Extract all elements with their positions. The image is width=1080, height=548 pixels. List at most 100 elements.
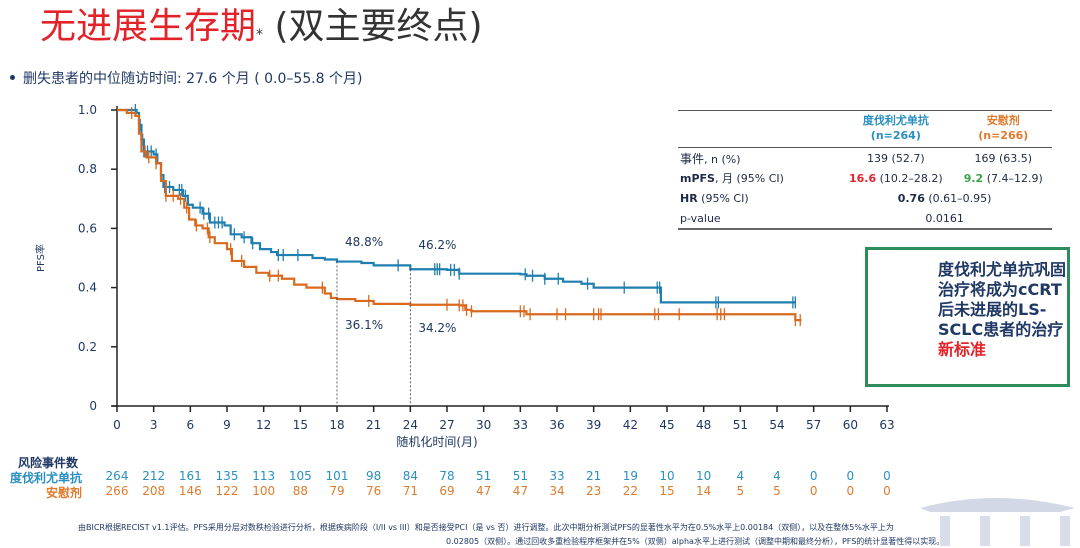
risk-table-header: 风险事件数 [18, 456, 79, 470]
events-arm2: 169 (63.5) [974, 151, 1033, 165]
x-tick-label: 12 [256, 418, 271, 432]
table-row-pvalue: p-value 0.0161 [678, 208, 1052, 228]
x-tick-label: 42 [623, 418, 638, 432]
arm2-header: 安慰剂 (n=266) [955, 113, 1052, 143]
x-tick-label: 18 [329, 418, 344, 432]
x-tick-label: 0 [113, 418, 121, 432]
risk-count-arm1: 51 [512, 469, 528, 483]
y-tick-label: 0.4 [78, 281, 97, 295]
title-subtitle: (双主要终点) [274, 6, 483, 47]
risk-count-arm2: 88 [292, 484, 308, 498]
km-chart: 00.20.40.60.81.00 3 6 9 12 15 18 21 24 27 30 33 36 39… [34, 103, 895, 449]
risk-count-arm2: 76 [366, 484, 382, 498]
y-axis-title: PFS率 [34, 244, 47, 272]
risk-count-arm2: 23 [586, 484, 602, 498]
mpfs-arm1-value: 16.6 [848, 171, 877, 185]
mpfs-label: mPFS [680, 172, 715, 185]
risk-count-arm2: 266 [105, 484, 129, 498]
events-arm1: 139 (52.7) [867, 151, 925, 165]
risk-count-arm1: 10 [659, 469, 675, 483]
risk-count-arm1: 51 [476, 469, 492, 483]
bullet-dot-icon [10, 75, 15, 80]
footnote-line-1: 由BICR根据RECIST v1.1评估。PFS采用分层对数秩检验进行分析，根据… [78, 523, 894, 532]
table-top-rule [678, 110, 1052, 111]
risk-count-arm1: 10 [696, 469, 712, 483]
mpfs-label-unit: , 月 (95% CI) [714, 172, 784, 185]
x-tick-label: 60 [843, 418, 858, 432]
summary-table: 度伐利尤单抗 (n=264) 安慰剂 (n=266) 事件, n (%) 139 (… [678, 110, 1052, 230]
risk-count-arm1: 84 [402, 469, 418, 483]
y-tick-label: 0.8 [78, 162, 97, 176]
mpfs-arm2-ci: (7.4–12.9) [983, 171, 1043, 185]
table-header-row: 度伐利尤单抗 (n=264) 安慰剂 (n=266) [678, 111, 1052, 147]
hr-label: HR [680, 191, 698, 205]
risk-count-arm1: 33 [549, 469, 565, 483]
p-value: 0.0161 [925, 211, 964, 225]
x-tick-label: 15 [293, 418, 308, 432]
risk-count-arm2: 15 [659, 484, 675, 498]
risk-count-arm2: 69 [439, 484, 455, 498]
arm1-n: (n=264) [870, 129, 921, 142]
watermark-building-icon [920, 498, 1075, 546]
landmark-label-arm2: 34.2% [418, 321, 456, 335]
y-tick-label: 0.2 [78, 340, 97, 354]
risk-count-arm1: 98 [366, 469, 382, 483]
risk-arm2-label: 安慰剂 [45, 486, 82, 500]
footnote-line-2: 0.02805（双侧）。通过回收多重检验程序框架并在5%（双侧）alpha水平上… [446, 537, 945, 546]
risk-count-arm2: 79 [329, 484, 345, 498]
risk-count-arm2: 208 [142, 484, 166, 498]
hr-ci: (0.61–0.95) [924, 191, 992, 205]
arm1-name: 度伐利尤单抗 [862, 114, 929, 127]
risk-count-arm1: 0 [809, 469, 818, 483]
table-bottom-rule [678, 228, 1052, 230]
landmark-label-arm2: 36.1% [345, 318, 383, 332]
p-value-label: p-value [680, 211, 721, 225]
risk-count-arm1: 212 [142, 469, 166, 483]
title-main: 无进展生存期 [40, 6, 257, 47]
follow-up-text: 删失患者的中位随访时间: 27.6 个月 ( 0.0–55.8 个月) [23, 71, 363, 87]
risk-count-arm2: 122 [215, 484, 239, 498]
follow-up-bullet: 删失患者的中位随访时间: 27.6 个月 ( 0.0–55.8 个月) [10, 68, 363, 88]
arm2-name: 安慰剂 [986, 114, 1020, 127]
risk-count-arm1: 113 [252, 469, 276, 483]
x-tick-label: 9 [223, 418, 231, 432]
x-tick-label: 36 [549, 418, 564, 432]
x-tick-label: 6 [187, 418, 195, 432]
landmark-label-arm1: 46.2% [418, 238, 456, 252]
table-row-events: 事件, n (%) 139 (52.7) 169 (63.5) [678, 148, 1052, 168]
risk-count-arm1: 135 [215, 469, 239, 483]
risk-count-arm2: 5 [736, 484, 745, 498]
risk-count-arm2: 14 [696, 484, 712, 498]
risk-count-arm2: 100 [252, 484, 276, 498]
risk-count-arm2: 0 [883, 484, 891, 498]
risk-count-arm2: 47 [476, 484, 492, 498]
table-row-mpfs: mPFS, 月 (95% CI) 16.6 (10.2–28.2) 9.2 (7… [678, 168, 1052, 188]
events-label: 事件 [680, 151, 705, 166]
table-row-hr: HR (95% CI) 0.76 (0.61–0.95) [678, 188, 1052, 208]
arm1-header: 度伐利尤单抗 (n=264) [837, 113, 954, 143]
risk-count-arm1: 105 [288, 469, 312, 483]
title-asterisk: * [256, 27, 264, 43]
mpfs-arm1-ci: (10.2–28.2) [876, 171, 943, 185]
page-title: 无进展生存期* (双主要终点) [40, 2, 483, 52]
risk-count-arm1: 0 [846, 469, 855, 483]
risk-count-arm2: 0 [846, 484, 855, 498]
risk-count-arm1: 4 [736, 469, 745, 483]
x-tick-label: 3 [150, 418, 158, 432]
chart-annotations: 48.8% 36.1% 46.2% 34.2% [336, 235, 456, 406]
y-tick-label: 1.0 [78, 103, 97, 117]
events-label-unit: , n (%) [704, 152, 741, 166]
hr-label-unit: (95% CI) [697, 191, 749, 205]
x-tick-label: 57 [806, 418, 821, 432]
x-tick-label: 30 [476, 418, 491, 432]
x-tick-label: 21 [366, 418, 381, 432]
x-tick-label: 33 [513, 418, 528, 432]
mpfs-arm2-value: 9.2 [963, 171, 984, 185]
risk-count-arm2: 146 [178, 484, 202, 498]
y-tick-label: 0 [89, 399, 97, 413]
risk-count-arm1: 21 [586, 469, 602, 483]
callout-text: 度伐利尤单抗巩固治疗将成为cCRT后未进展的LS-SCLC患者的治疗 [938, 260, 1067, 339]
y-tick-label: 0.6 [78, 221, 97, 235]
x-axis-title: 随机化时间(月) [396, 434, 477, 449]
risk-count-arm2: 0 [809, 484, 818, 498]
